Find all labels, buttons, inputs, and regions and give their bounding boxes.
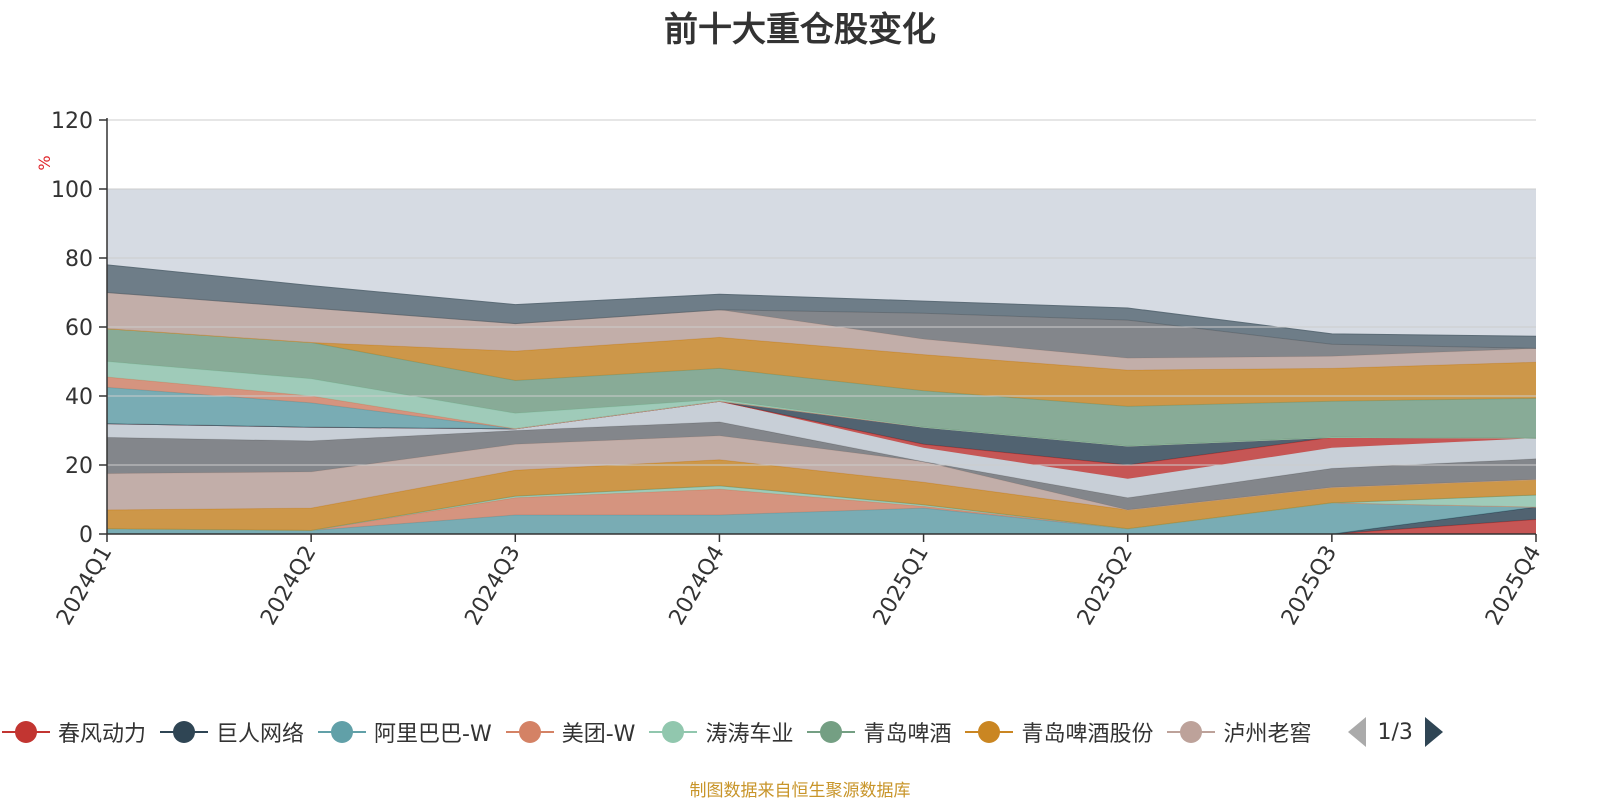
area-series-17 [107,292,1536,371]
x-tick-label: 2024Q1 [52,542,117,630]
legend-marker-icon [2,721,50,743]
source-note: 制图数据来自恒生聚源数据库 [689,781,911,801]
x-tick-label: 2024Q3 [460,542,525,630]
area-chart: 0 20 40 60 80 100 120% 2024Q1 2024Q2 2024Q3 2024Q4… [35,109,1546,630]
legend-label: 涛涛车业 [705,722,794,747]
x-tick-label: 2025Q1 [869,542,934,630]
area-series-line-15 [106,328,1537,407]
area-series-10 [107,401,1536,479]
legend-prev-page-button[interactable] [1347,717,1366,747]
legend-marker-icon [965,721,1014,743]
legend-item[interactable]: 美团-W [505,716,636,748]
legend-label: 青岛啤酒股份 [1021,722,1154,747]
area-series-8 [107,421,1536,510]
y-tick-label: 80 [65,247,93,272]
legend-marker-icon [807,721,856,743]
area-series-15 [107,328,1536,446]
area-series-12 [107,387,1536,446]
legend-item[interactable]: 春风动力 [2,716,146,748]
legend-marker-icon [160,721,209,743]
area-series-13 [107,377,1536,446]
legend-items: 春风动力 巨人网络 阿里巴巴-W 美团-W 涛涛车业 青岛啤酒 青岛啤酒股份 泸州老窖 [0,716,1326,748]
area-series-3 [107,489,1536,531]
area-series-7 [107,435,1536,510]
y-tick-label: 100 [51,178,93,203]
y-tick-label: 0 [79,523,93,548]
x-tick-label: 2025Q4 [1481,542,1546,630]
legend-label: 阿里巴巴-W [374,722,492,747]
legend-marker-icon [318,721,367,743]
area-series-19 [107,264,1536,349]
legend-page-indicator: 1/3 [1377,719,1413,745]
legend-marker-icon [505,721,554,743]
legend-next-page-button[interactable] [1424,717,1443,747]
area-series-11 [107,401,1536,465]
x-tick-label: 2024Q2 [256,542,321,630]
area-series-9 [107,401,1536,498]
area-series-18 [107,292,1536,359]
legend: 春风动力 巨人网络 阿里巴巴-W 美团-W 涛涛车业 青岛啤酒 青岛啤酒股份 泸州老窖 1/3 [0,712,1600,752]
legend-item[interactable]: 阿里巴巴-W [318,716,492,748]
area-series-6 [107,459,1536,531]
legend-marker-icon [1167,721,1216,743]
legend-pager: 1/3 [1347,717,1443,747]
legend-item[interactable]: 巨人网络 [160,716,304,748]
area-series-16 [107,328,1536,407]
legend-item[interactable]: 青岛啤酒股份 [965,716,1153,748]
x-tick-label: 2025Q3 [1277,542,1342,630]
y-tick-label: 20 [65,454,93,479]
x-tick-label: 2024Q4 [665,542,730,630]
legend-item[interactable]: 青岛啤酒 [807,716,951,748]
area-series-14 [107,361,1536,446]
legend-label: 泸州老窖 [1223,722,1312,747]
y-tick-label: 60 [65,316,93,341]
x-tick-label: 2025Q2 [1073,542,1138,630]
legend-item[interactable]: 泸州老窖 [1167,716,1312,748]
area-series-0 [107,519,1536,534]
chart-title: 前十大重仓股变化 [664,10,936,50]
area-series-line-19 [106,264,1537,337]
legend-label: 青岛啤酒 [863,722,952,747]
y-tick-label: 120 [51,109,93,134]
legend-label: 巨人网络 [216,722,305,747]
y-tick-label: 40 [65,385,93,410]
y-axis-label: % [35,155,54,170]
legend-label: 春风动力 [58,722,147,747]
legend-marker-icon [649,721,698,743]
legend-item[interactable]: 涛涛车业 [649,716,793,748]
area-series-2 [107,502,1536,534]
legend-label: 美团-W [561,722,636,747]
